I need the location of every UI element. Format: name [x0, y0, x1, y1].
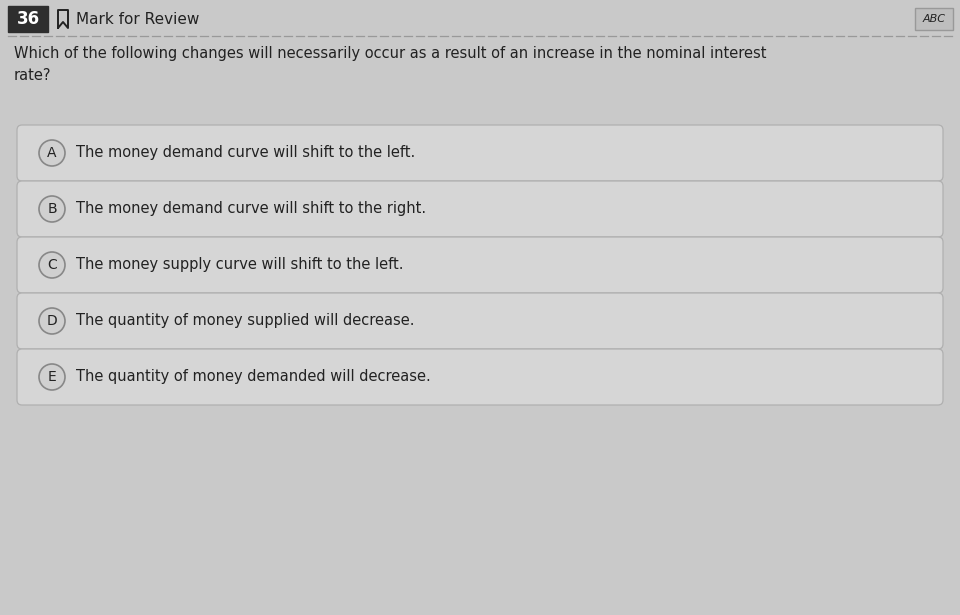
Text: The quantity of money demanded will decrease.: The quantity of money demanded will decr… [76, 370, 431, 384]
Text: 36: 36 [16, 10, 39, 28]
Text: B: B [47, 202, 57, 216]
Circle shape [39, 196, 65, 222]
FancyBboxPatch shape [8, 6, 48, 32]
FancyBboxPatch shape [17, 237, 943, 293]
Text: ABC: ABC [923, 14, 946, 24]
Text: The money supply curve will shift to the left.: The money supply curve will shift to the… [76, 258, 403, 272]
FancyBboxPatch shape [17, 349, 943, 405]
Circle shape [39, 308, 65, 334]
Text: D: D [47, 314, 58, 328]
Circle shape [39, 140, 65, 166]
FancyBboxPatch shape [17, 125, 943, 181]
Circle shape [39, 252, 65, 278]
Text: C: C [47, 258, 57, 272]
FancyBboxPatch shape [17, 181, 943, 237]
Text: E: E [48, 370, 57, 384]
Text: The money demand curve will shift to the left.: The money demand curve will shift to the… [76, 146, 416, 161]
Text: Mark for Review: Mark for Review [76, 12, 200, 26]
Text: The quantity of money supplied will decrease.: The quantity of money supplied will decr… [76, 314, 415, 328]
FancyBboxPatch shape [17, 293, 943, 349]
FancyBboxPatch shape [915, 8, 953, 30]
Text: Which of the following changes will necessarily occur as a result of an increase: Which of the following changes will nece… [14, 46, 766, 82]
Circle shape [39, 364, 65, 390]
Text: A: A [47, 146, 57, 160]
Text: The money demand curve will shift to the right.: The money demand curve will shift to the… [76, 202, 426, 216]
